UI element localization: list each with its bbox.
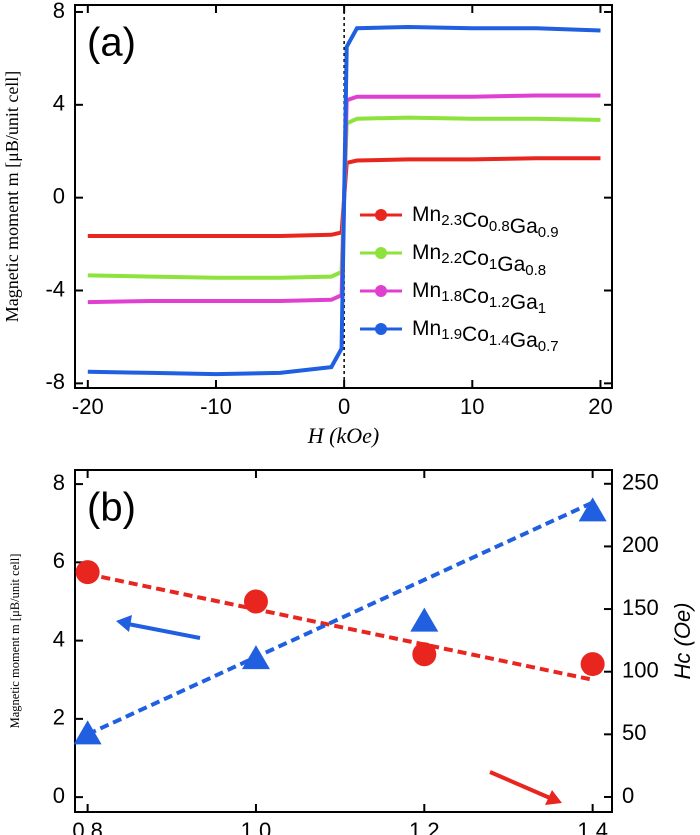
y-tick-label: 0 [53, 783, 65, 808]
y2-axis-label: Hc (Oe) [670, 603, 695, 680]
arrow [489, 770, 551, 800]
panel-label: (a) [87, 21, 136, 65]
y-tick-label: 8 [53, 470, 65, 495]
x-tick-label: 20 [588, 394, 612, 419]
fit-line [86, 500, 594, 737]
y-axis-label: Magnetic moment m [μB/unit cell] [2, 71, 22, 323]
x-tick-label: 1.4 [577, 818, 608, 835]
y-tick-label: -4 [45, 276, 65, 301]
marker [243, 589, 268, 614]
marker [578, 497, 607, 522]
plot-frame [74, 469, 613, 813]
marker [412, 642, 437, 667]
legend-marker [375, 285, 387, 297]
marker [410, 607, 439, 632]
fit-line [87, 572, 594, 682]
legend-label: Mn2.2Co1Ga0.8 [412, 241, 546, 279]
panel-label: (b) [87, 486, 136, 530]
legend-marker [375, 323, 387, 335]
x-tick-label: 1.0 [241, 818, 272, 835]
y-tick-label: 2 [53, 705, 65, 730]
y-tick-label: 8 [53, 0, 65, 23]
y-tick-label: 0 [53, 183, 65, 208]
y2-tick-label: 200 [622, 532, 659, 557]
legend-label: Mn1.8Co1.2Ga1 [412, 279, 546, 317]
y2-tick-label: 50 [622, 720, 646, 745]
arrow-head [116, 615, 132, 632]
legend-label: Mn1.9Co1.4Ga0.7 [412, 317, 559, 355]
x-tick-label: 1.2 [409, 818, 440, 835]
y-tick-label: -8 [45, 369, 65, 394]
legend-marker [375, 209, 387, 221]
annotation-arrows [116, 615, 562, 805]
x-tick-label: -10 [200, 394, 232, 419]
marker [75, 560, 100, 585]
y2-tick-label: 0 [622, 783, 634, 808]
y2-tick-label: 250 [622, 470, 659, 495]
y2-tick-label: 150 [622, 595, 659, 620]
legend-marker [375, 247, 387, 259]
series-line [87, 25, 601, 377]
y2-tick-label: 100 [622, 658, 659, 683]
marker [580, 652, 605, 677]
x-tick-label: -20 [72, 394, 104, 419]
x-tick-label: 0.8 [72, 818, 103, 835]
y-tick-label: 4 [53, 626, 65, 651]
arrow-head [545, 790, 562, 805]
y-tick-label: 4 [53, 91, 65, 116]
marker [241, 645, 270, 670]
marker [73, 720, 102, 745]
y-tick-label: 6 [53, 548, 65, 573]
y-axis-label: Magnetic moment m [μB/unit cell] [8, 554, 22, 729]
x-tick-label: 0 [338, 394, 350, 419]
x-tick-label: 10 [460, 394, 484, 419]
x-axis-label: H (kOe) [307, 423, 379, 448]
arrow [127, 622, 201, 640]
legend-label: Mn2.3Co0.8Ga0.9 [412, 203, 559, 241]
